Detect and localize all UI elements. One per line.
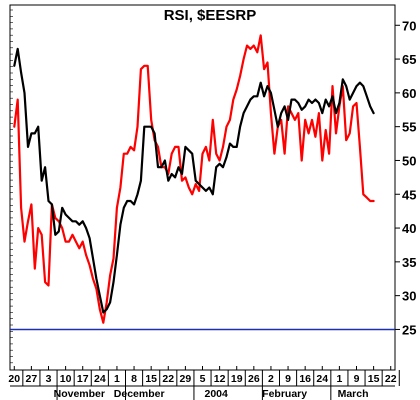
y-tick-label: 60 [402, 86, 416, 101]
series-line-black [13, 47, 375, 314]
x-tick-label: 22 [162, 373, 174, 385]
series-line-red [13, 34, 375, 324]
month-label: February [262, 388, 307, 400]
month-label: December [114, 388, 165, 400]
x-tick-label: 5 [200, 373, 206, 385]
x-tick-label: 26 [248, 373, 260, 385]
x-tick-label: 9 [285, 373, 291, 385]
month-label: 2004 [205, 388, 229, 400]
x-tick-label: 8 [131, 373, 137, 385]
x-tick-label: 22 [385, 373, 397, 385]
month-label: March [338, 388, 369, 400]
x-tick-label: 10 [60, 373, 72, 385]
x-tick-label: 24 [316, 373, 328, 385]
x-tick-label: 16 [299, 373, 311, 385]
x-tick-label: 24 [94, 373, 106, 385]
x-tick-label: 19 [231, 373, 243, 385]
left-mini-ticks [10, 9, 13, 364]
y-tick-label: 50 [402, 153, 416, 168]
x-tick-label: 2 [268, 373, 274, 385]
x-tick-label: 15 [368, 373, 380, 385]
month-label: November [54, 388, 105, 400]
y-tick-label: 45 [402, 187, 416, 202]
x-tick-label: 27 [26, 373, 38, 385]
x-tick-label: 20 [8, 373, 20, 385]
x-tick-label: 17 [77, 373, 89, 385]
x-tick-label: 29 [180, 373, 192, 385]
x-tick-label: 1 [114, 373, 120, 385]
y-tick-label: 55 [402, 120, 416, 135]
x-tick-label: 3 [46, 373, 52, 385]
y-tick-label: 40 [402, 221, 416, 236]
y-axis: 25 30 35 40 45 50 55 60 65 70 [395, 18, 416, 337]
y-tick-label: 70 [402, 18, 416, 33]
series-group [13, 34, 375, 324]
x-tick-label: 15 [145, 373, 157, 385]
y-tick-label: 35 [402, 255, 416, 270]
y-tick-label: 25 [402, 322, 416, 337]
x-tick-label: 12 [214, 373, 226, 385]
x-axis: 20 27 3 10 17 24 1 8 15 22 29 5 12 19 26 2 9 16 24 1 9 15 22No… [8, 366, 400, 400]
x-tick-label: 1 [336, 373, 342, 385]
x-tick-label: 9 [354, 373, 360, 385]
y-tick-label: 30 [402, 289, 416, 304]
chart-title: RSI, $EESRP [164, 7, 257, 24]
y-tick-label: 65 [402, 52, 416, 67]
